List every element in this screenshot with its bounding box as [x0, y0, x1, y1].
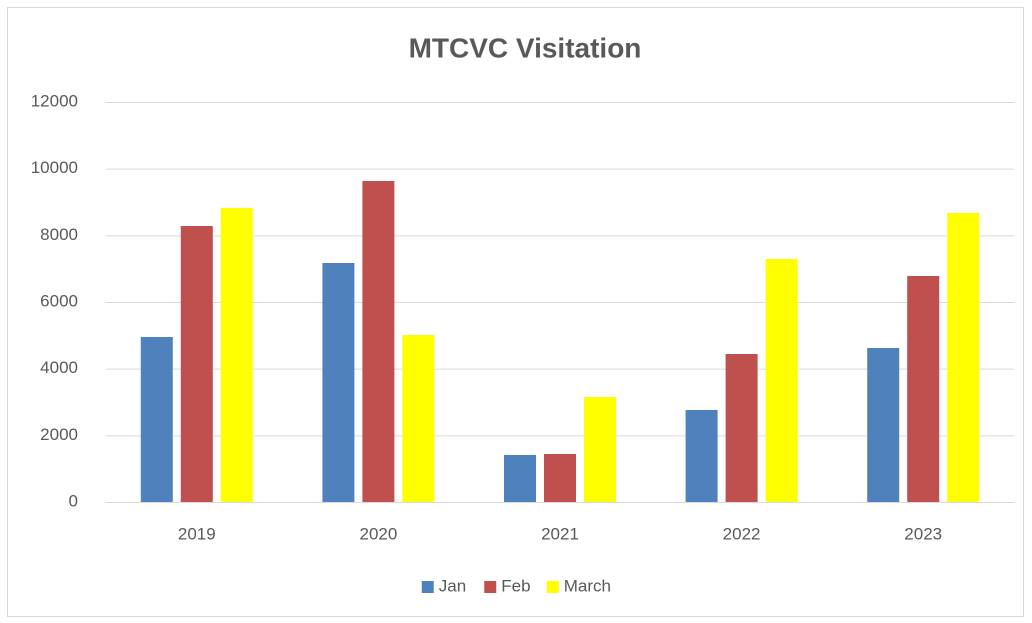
legend-swatch — [421, 581, 434, 593]
x-tick-label: 2019 — [178, 524, 216, 543]
bar — [584, 397, 616, 502]
bar — [220, 208, 253, 502]
y-tick-label: 4000 — [40, 358, 78, 377]
bar — [685, 410, 718, 502]
y-tick-label: 6000 — [40, 291, 78, 310]
bar — [504, 455, 536, 502]
bar — [402, 335, 435, 502]
legend-label: March — [564, 576, 611, 595]
bar — [907, 276, 940, 502]
chart-frame — [7, 7, 1024, 617]
bar — [544, 454, 576, 502]
x-tick-label: 2021 — [541, 524, 579, 543]
chart-title: MTCVC Visitation — [409, 32, 642, 63]
x-tick-label: 2020 — [359, 524, 397, 543]
y-tick-label: 8000 — [40, 225, 78, 244]
bar — [140, 337, 173, 502]
bar — [725, 354, 758, 502]
y-tick-label: 2000 — [40, 425, 78, 444]
legend-label: Feb — [501, 576, 530, 595]
y-tick-label: 10000 — [31, 158, 78, 177]
x-tick-label: 2023 — [904, 524, 942, 543]
bar — [362, 181, 395, 502]
bar — [180, 226, 213, 502]
x-tick-label: 2022 — [723, 524, 761, 543]
legend-label: Jan — [439, 576, 466, 595]
bar — [765, 259, 798, 502]
bar — [867, 348, 900, 502]
y-tick-label: 0 — [69, 491, 78, 510]
legend-swatch — [484, 581, 497, 593]
y-tick-label: 12000 — [31, 91, 78, 110]
legend-swatch — [546, 581, 559, 593]
bar — [322, 263, 355, 502]
bar — [947, 213, 980, 502]
